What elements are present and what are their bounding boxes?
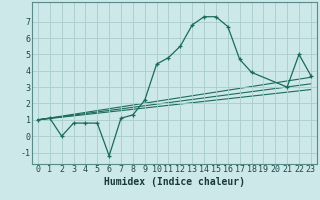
X-axis label: Humidex (Indice chaleur): Humidex (Indice chaleur) [104, 177, 245, 187]
